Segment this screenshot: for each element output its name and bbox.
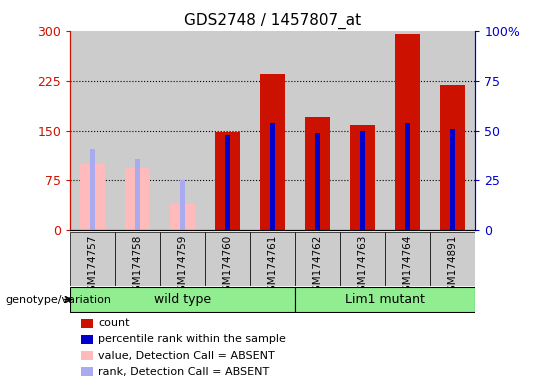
Bar xyxy=(160,232,205,286)
Bar xyxy=(90,149,96,230)
Text: GSM174759: GSM174759 xyxy=(178,235,188,298)
Bar xyxy=(405,122,410,230)
Text: value, Detection Call = ABSENT: value, Detection Call = ABSENT xyxy=(98,351,275,361)
Bar xyxy=(70,232,115,286)
Bar xyxy=(70,287,295,312)
Bar xyxy=(430,31,475,230)
Bar xyxy=(430,232,475,286)
Text: GSM174891: GSM174891 xyxy=(448,235,458,298)
Bar xyxy=(385,232,430,286)
Bar xyxy=(440,85,465,230)
Bar xyxy=(385,31,430,230)
Bar xyxy=(260,74,285,230)
Bar xyxy=(80,164,105,230)
Text: GSM174762: GSM174762 xyxy=(313,235,323,298)
Bar xyxy=(135,159,140,230)
Bar xyxy=(225,134,231,230)
Text: GSM174764: GSM174764 xyxy=(403,235,413,298)
Title: GDS2748 / 1457807_at: GDS2748 / 1457807_at xyxy=(184,13,361,29)
Text: GSM174760: GSM174760 xyxy=(222,235,233,298)
Bar xyxy=(350,125,375,230)
Text: GSM174763: GSM174763 xyxy=(357,235,368,298)
Bar xyxy=(125,169,150,230)
Bar xyxy=(315,132,320,230)
Bar xyxy=(250,232,295,286)
Bar xyxy=(70,31,115,230)
Bar xyxy=(115,31,160,230)
Bar xyxy=(160,31,205,230)
Bar xyxy=(295,287,475,312)
Text: Lim1 mutant: Lim1 mutant xyxy=(345,293,425,306)
Text: percentile rank within the sample: percentile rank within the sample xyxy=(98,334,286,344)
Bar xyxy=(450,129,455,230)
Bar xyxy=(395,34,420,230)
Text: wild type: wild type xyxy=(154,293,211,306)
Bar xyxy=(340,232,385,286)
Text: GSM174761: GSM174761 xyxy=(268,235,278,298)
Bar xyxy=(180,180,185,230)
Bar xyxy=(270,122,275,230)
Bar xyxy=(305,117,330,230)
Text: GSM174758: GSM174758 xyxy=(133,235,143,298)
Text: genotype/variation: genotype/variation xyxy=(5,295,111,305)
Bar xyxy=(295,31,340,230)
Bar xyxy=(215,132,240,230)
Bar xyxy=(295,232,340,286)
Bar xyxy=(205,31,250,230)
Bar xyxy=(170,204,195,230)
Bar xyxy=(115,232,160,286)
Text: rank, Detection Call = ABSENT: rank, Detection Call = ABSENT xyxy=(98,367,269,377)
Text: count: count xyxy=(98,318,130,328)
Bar xyxy=(360,131,366,230)
Bar xyxy=(340,31,385,230)
Bar xyxy=(205,232,250,286)
Bar xyxy=(250,31,295,230)
Text: GSM174757: GSM174757 xyxy=(87,235,98,298)
